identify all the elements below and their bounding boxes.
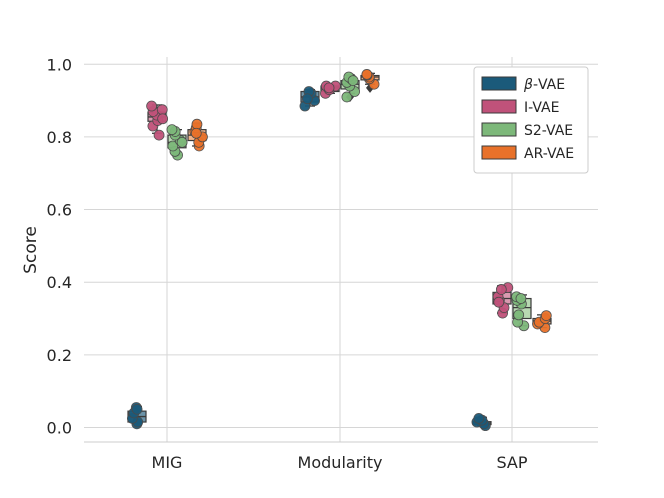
legend-label: I-VAE xyxy=(524,100,559,116)
legend-label: AR-VAE xyxy=(524,146,574,162)
data-point xyxy=(156,104,168,116)
x-tick-label: SAP xyxy=(496,453,527,472)
y-tick-label: 0.4 xyxy=(47,273,72,292)
legend-swatch xyxy=(481,99,517,114)
legend-label: β-VAE xyxy=(523,77,565,93)
data-point xyxy=(176,136,188,148)
data-point xyxy=(341,91,353,103)
legend-label: S2-VAE xyxy=(524,123,573,139)
x-tick-label: MIG xyxy=(152,453,183,472)
x-tick-label: Modularity xyxy=(298,453,383,472)
data-point xyxy=(473,412,485,424)
y-tick-label: 1.0 xyxy=(47,55,72,74)
data-point xyxy=(540,310,552,322)
data-point xyxy=(166,124,178,136)
data-point xyxy=(495,284,507,295)
data-point xyxy=(167,140,179,152)
data-point xyxy=(191,118,203,130)
data-point xyxy=(347,75,359,87)
y-tick-label: 0.0 xyxy=(47,418,72,437)
data-point xyxy=(157,113,169,125)
legend-swatch xyxy=(481,122,517,137)
legend-swatch xyxy=(481,145,517,160)
data-point xyxy=(153,129,165,141)
legend: β-VAE I-VAE S2-VAE AR-VAE xyxy=(473,66,589,174)
data-point xyxy=(515,293,527,304)
axes: 0.0 0.2 0.4 0.6 0.8 1.0 MIG Modularity SAP xyxy=(47,55,598,472)
data-point xyxy=(493,296,505,308)
data-point xyxy=(146,100,158,112)
legend-swatch xyxy=(481,76,517,91)
legend-label-prefix: β xyxy=(523,77,533,93)
y-tick-label: 0.2 xyxy=(47,346,72,365)
legend-label-suffix: -VAE xyxy=(533,77,565,93)
data-point xyxy=(190,127,202,139)
data-point xyxy=(323,82,335,94)
y-tick-label: 0.6 xyxy=(47,201,72,220)
data-point xyxy=(302,93,313,105)
data-point xyxy=(513,309,525,321)
data-point xyxy=(131,403,143,415)
strip-points xyxy=(126,69,552,432)
data-point xyxy=(361,69,373,80)
y-tick-label: 0.8 xyxy=(47,128,72,147)
y-axis-label: Score xyxy=(21,226,41,274)
